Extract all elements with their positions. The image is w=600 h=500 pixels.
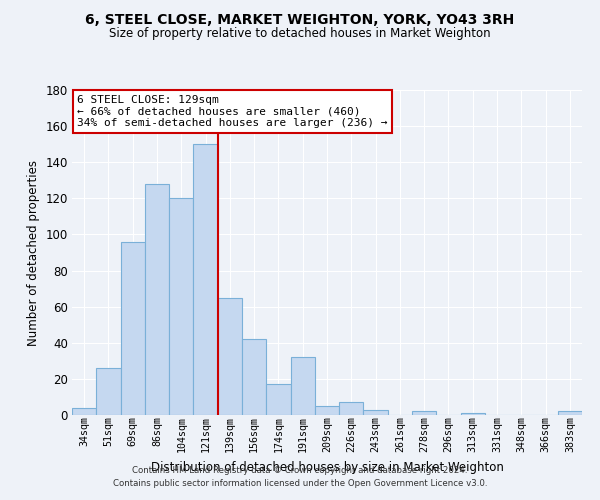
Bar xyxy=(218,298,242,415)
Bar xyxy=(266,384,290,415)
X-axis label: Distribution of detached houses by size in Market Weighton: Distribution of detached houses by size … xyxy=(151,460,503,473)
Bar xyxy=(461,413,485,415)
Y-axis label: Number of detached properties: Number of detached properties xyxy=(27,160,40,346)
Bar xyxy=(364,410,388,415)
Bar xyxy=(290,357,315,415)
Text: Size of property relative to detached houses in Market Weighton: Size of property relative to detached ho… xyxy=(109,28,491,40)
Text: 6, STEEL CLOSE, MARKET WEIGHTON, YORK, YO43 3RH: 6, STEEL CLOSE, MARKET WEIGHTON, YORK, Y… xyxy=(85,12,515,26)
Bar xyxy=(121,242,145,415)
Bar xyxy=(96,368,121,415)
Text: 6 STEEL CLOSE: 129sqm
← 66% of detached houses are smaller (460)
34% of semi-det: 6 STEEL CLOSE: 129sqm ← 66% of detached … xyxy=(77,95,388,128)
Bar xyxy=(193,144,218,415)
Bar xyxy=(169,198,193,415)
Bar xyxy=(339,402,364,415)
Bar xyxy=(145,184,169,415)
Bar xyxy=(558,412,582,415)
Bar xyxy=(72,408,96,415)
Bar xyxy=(315,406,339,415)
Bar xyxy=(412,412,436,415)
Bar xyxy=(242,339,266,415)
Text: Contains HM Land Registry data © Crown copyright and database right 2024.
Contai: Contains HM Land Registry data © Crown c… xyxy=(113,466,487,487)
